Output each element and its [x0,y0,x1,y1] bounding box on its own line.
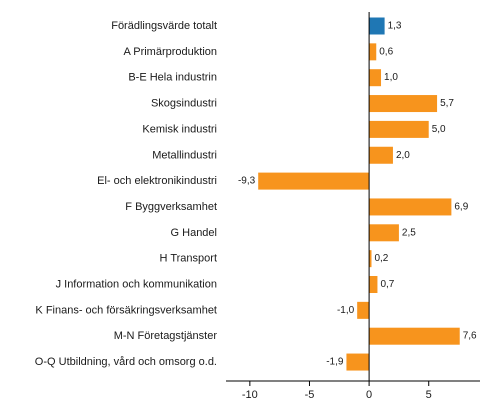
category-label: O-Q Utbildning, vård och omsorg o.d. [35,356,217,368]
bar [369,276,378,293]
category-label: Kemisk industri [142,123,217,135]
value-label: 0,2 [374,253,388,264]
value-label: 2,0 [396,150,410,161]
value-label: 1,3 [388,21,402,32]
category-label: Skogsindustri [151,98,217,110]
bars [258,17,460,371]
category-label: Metallindustri [152,149,217,161]
category-label: B-E Hela industrin [128,72,217,84]
bar [369,146,393,164]
value-label: 5,0 [432,124,446,135]
category-label: F Byggverksamhet [125,201,217,213]
category-label: H Transport [160,253,217,265]
value-label: 0,7 [380,279,394,290]
bar [369,198,452,216]
value-label: 0,6 [379,46,393,57]
x-tick-labels: -10 -5 0 5 [242,389,432,401]
bar [369,327,460,345]
x-tick-label: 0 [366,389,372,401]
bar [369,250,372,268]
category-label: G Handel [171,227,217,239]
bar [369,120,429,138]
x-tick-label: -5 [305,389,315,401]
bar [369,95,438,113]
value-label: 1,0 [384,72,398,83]
value-labels: 1,3 0,6 1,0 5,7 5,0 2,0 -9,3 6,9 2,5 0,2 0,7 -1,0 7,… [238,21,477,368]
value-label: -1,0 [337,305,355,316]
category-label: J Information och kommunikation [56,279,217,291]
bar [369,43,377,61]
axes [226,12,480,386]
category-label: M-N Företagstjänster [114,330,218,342]
bar [357,301,370,319]
bar [369,17,385,35]
category-labels: Förädlingsvärde totalt A Primärproduktion… [35,20,218,368]
bar [258,172,370,190]
value-label: -1,9 [326,357,344,368]
category-label: Förädlingsvärde totalt [111,20,217,32]
value-label: 6,9 [454,201,468,212]
bar [346,353,370,371]
x-tick-label: -10 [242,389,258,401]
category-label: K Finans- och försäkringsverksamhet [35,304,217,316]
value-label: 5,7 [440,98,454,109]
value-label: -9,3 [238,176,256,187]
bar [369,69,382,87]
bar [369,224,399,242]
category-label: El- och elektronikindustri [97,175,217,187]
category-label: A Primärproduktion [123,46,217,58]
value-label: 7,6 [463,331,477,342]
x-tick-label: 5 [426,389,432,401]
value-label: 2,5 [402,227,416,238]
